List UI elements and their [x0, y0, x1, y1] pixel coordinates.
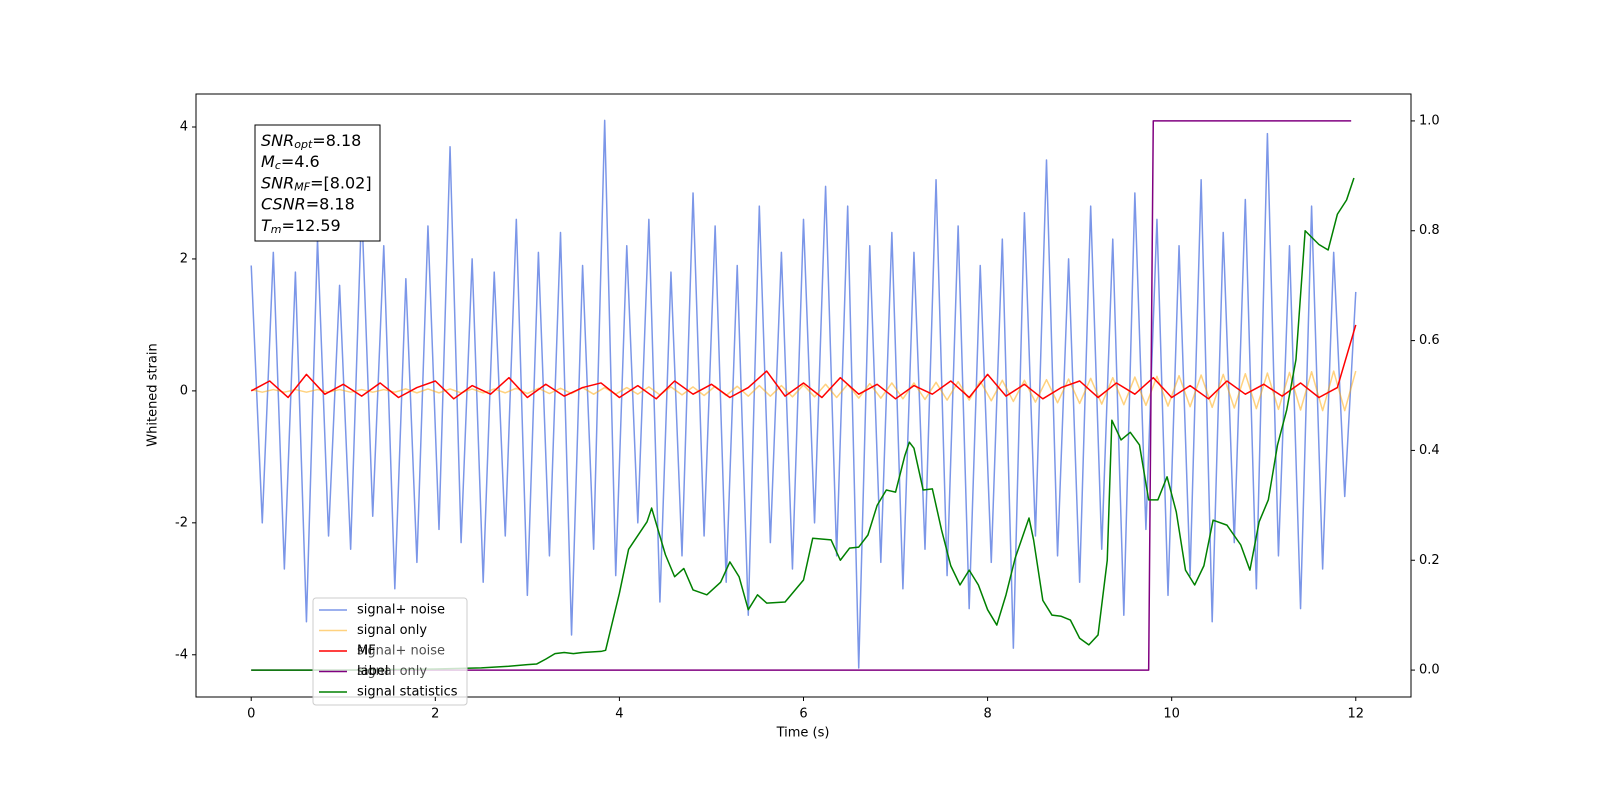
series-line — [251, 120, 1352, 671]
y2-tick-label: 0.6 — [1419, 333, 1440, 348]
y-tick-label: 0 — [180, 383, 188, 398]
y2-tick-label: 0.8 — [1419, 223, 1440, 238]
y2-tick-label: 0.4 — [1419, 443, 1440, 458]
annotation-subscript: c — [275, 159, 281, 172]
annotation-line: SNRMF=[8.02] — [261, 173, 372, 194]
annotation-subscript: opt — [294, 138, 313, 151]
annotation-line: SNRopt=8.18 — [261, 131, 361, 152]
annotation-symbol: M — [261, 152, 275, 171]
y2-tick-label: 0.2 — [1419, 553, 1440, 568]
annotation-value: =[8.02] — [310, 173, 372, 192]
annotation-line: CSNR=8.18 — [261, 194, 355, 213]
overlay: SNRopt=8.18Mc=4.6SNRMF=[8.02]CSNR=8.18Tm… — [254, 124, 468, 706]
plot-area — [250, 119, 1357, 671]
y-axis-label: Whitened strain — [146, 343, 161, 446]
x-tick-label: 2 — [431, 707, 439, 722]
x-tick-label: 4 — [615, 707, 623, 722]
annotation-value: =12.59 — [282, 215, 341, 234]
legend-label: signal statistics — [357, 685, 458, 700]
y-tick-label: -4 — [175, 647, 188, 662]
y-tick-label: 2 — [180, 251, 188, 266]
legend-ghost-label: signal+ noise — [357, 644, 445, 659]
x-tick-label: 10 — [1163, 707, 1180, 722]
y-tick-label: 4 — [180, 119, 188, 134]
series-line — [251, 370, 1357, 412]
x-tick-label: 12 — [1347, 707, 1364, 722]
annotation-box — [254, 124, 381, 242]
x-axis-label: Time (s) — [776, 726, 830, 741]
y-tick-label: -2 — [175, 515, 188, 530]
annotation-symbol: CSNR — [261, 194, 306, 213]
x-tick-label: 0 — [247, 707, 255, 722]
legend-label: signal+ noise — [357, 603, 445, 618]
x-tick-label: 6 — [799, 707, 807, 722]
annotation-subscript: MF — [294, 180, 310, 193]
annotation-value: =4.6 — [281, 152, 320, 171]
annotation-line: Tm=12.59 — [261, 215, 341, 236]
x-tick-label: 8 — [983, 707, 991, 722]
series-line — [251, 177, 1355, 671]
annotation-value: =8.18 — [306, 194, 355, 213]
annotation-subscript: m — [271, 223, 282, 236]
annotation-symbol: SNR — [261, 131, 294, 150]
annotation-line: Mc=4.6 — [261, 152, 320, 173]
series-line — [250, 324, 1357, 400]
y2-tick-label: 0.0 — [1419, 663, 1440, 678]
legend-box — [312, 597, 468, 706]
annotation-symbol: T — [261, 215, 272, 234]
legend-label: label — [357, 664, 388, 679]
annotation-symbol: SNR — [261, 173, 294, 192]
y2-tick-label: 1.0 — [1419, 113, 1440, 128]
legend-ghost-label: signal only — [357, 664, 427, 679]
legend-label: MF — [357, 644, 376, 659]
series-line — [250, 119, 1357, 669]
annotation-value: =8.18 — [312, 131, 361, 150]
legend-label: signal only — [357, 623, 427, 638]
